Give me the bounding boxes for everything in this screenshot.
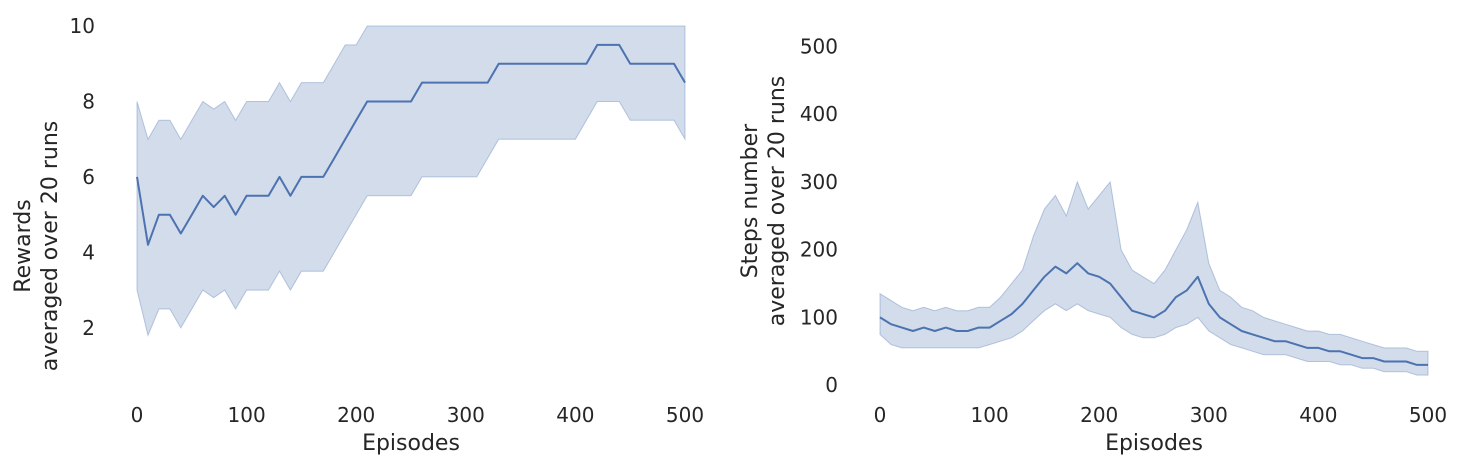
x-tick-label: 0 xyxy=(874,403,887,427)
y-tick-label: 100 xyxy=(800,305,838,329)
y-tick-label: 400 xyxy=(800,102,838,126)
y-axis-label: Rewardsaveraged over 20 runs xyxy=(11,121,63,371)
y-tick-label: 500 xyxy=(800,34,838,58)
mean-line-0 xyxy=(136,43,686,246)
x-tick-label: 400 xyxy=(556,403,594,427)
rewards-chart: 0 100 200 300 400 500 2 4 6 8 10 Episodes Rewardsave… xyxy=(11,14,704,456)
y-axis-label-line: averaged over 20 runs xyxy=(765,76,790,326)
x-axis-label: Episodes xyxy=(362,431,460,456)
mean-line-0 xyxy=(879,262,1428,366)
y-tick-label: 10 xyxy=(70,14,95,38)
y-axis-label: Steps numberaveraged over 20 runs xyxy=(738,76,790,326)
y-tick-label: 0 xyxy=(825,373,838,397)
x-tick-label: 200 xyxy=(337,403,375,427)
x-tick-label: 300 xyxy=(1190,403,1228,427)
y-tick-label: 6 xyxy=(82,165,95,189)
y-tick-label: 200 xyxy=(800,238,838,262)
confidence-band-0 xyxy=(136,25,686,338)
x-tick-label: 500 xyxy=(1409,403,1447,427)
x-tick-label: 100 xyxy=(228,403,266,427)
y-tick-label: 8 xyxy=(82,89,95,113)
x-tick-label: 100 xyxy=(971,403,1009,427)
y-tick-label: 4 xyxy=(82,240,95,264)
y-axis-label-line: Rewards xyxy=(11,199,36,292)
y-axis-label-line: Steps number xyxy=(738,123,763,278)
x-tick-label: 400 xyxy=(1299,403,1337,427)
steps-chart: 0 100 200 300 400 500 0 100 200 300 400 500 Episodes… xyxy=(738,34,1447,456)
confidence-band-0 xyxy=(879,180,1429,376)
x-axis-label: Episodes xyxy=(1105,431,1203,456)
x-tick-label: 500 xyxy=(666,403,704,427)
y-axis-label-line: averaged over 20 runs xyxy=(38,121,63,371)
y-tick-label: 300 xyxy=(800,170,838,194)
x-tick-label: 200 xyxy=(1080,403,1118,427)
x-tick-label: 300 xyxy=(447,403,485,427)
x-tick-label: 0 xyxy=(131,403,144,427)
y-tick-label: 2 xyxy=(82,316,95,340)
